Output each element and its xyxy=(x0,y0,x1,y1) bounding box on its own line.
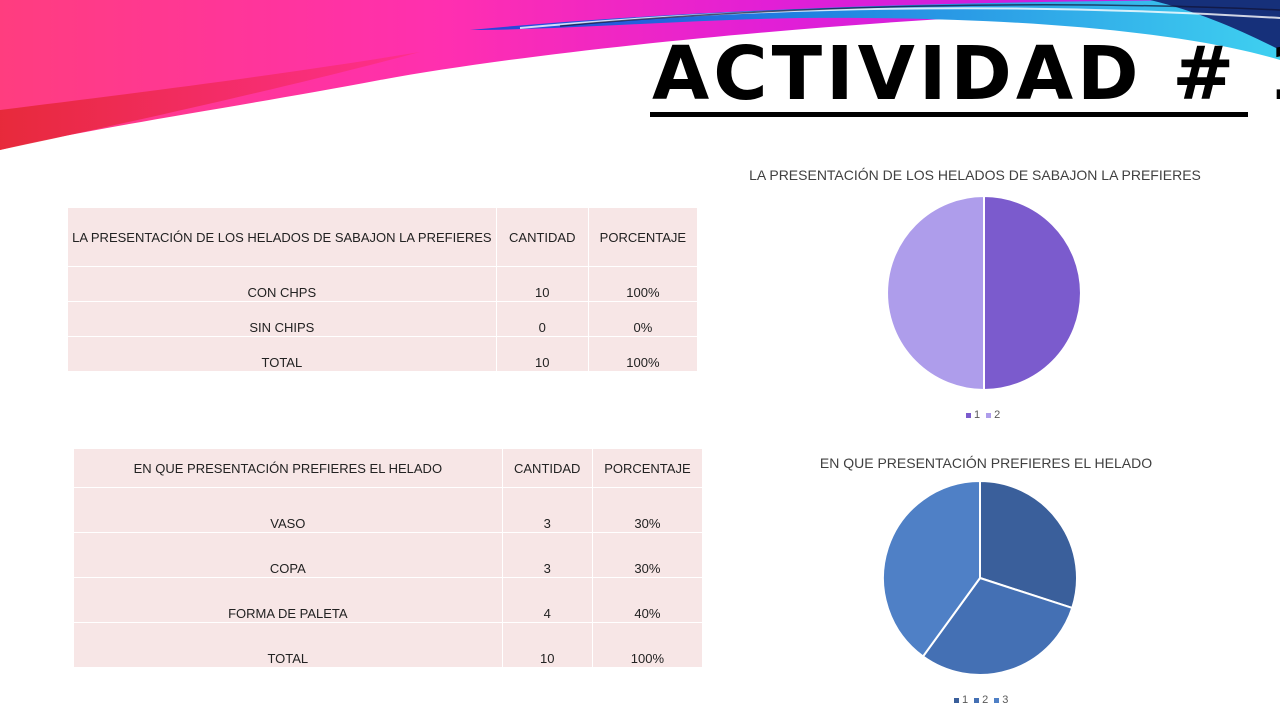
chart-1-title: LA PRESENTACIÓN DE LOS HELADOS DE SABAJO… xyxy=(749,167,1201,183)
chart-2-title: EN QUE PRESENTACIÓN PREFIERES EL HELADO xyxy=(819,455,1153,471)
row-porcentaje: 0% xyxy=(587,301,699,337)
table-sabajon: LA PRESENTACIÓN DE LOS HELADOS DE SABAJO… xyxy=(67,207,699,372)
row-porcentaje: 30% xyxy=(591,532,704,578)
header-cantidad: CANTIDAD xyxy=(501,448,593,488)
row-label: COPA xyxy=(73,532,503,578)
table-row: TOTAL 10 100% xyxy=(67,336,699,372)
row-porcentaje: 30% xyxy=(591,487,704,533)
header-cantidad: CANTIDAD xyxy=(495,207,589,267)
table-header-row: EN QUE PRESENTACIÓN PREFIERES EL HELADO … xyxy=(73,448,704,488)
swoosh-dark-line xyxy=(559,4,1280,27)
row-cantidad: 10 xyxy=(495,336,589,372)
pie-slice-2 xyxy=(921,576,1074,676)
swoosh-white-line xyxy=(519,7,1280,29)
legend-swatch xyxy=(986,412,992,418)
row-label: SIN CHIPS xyxy=(67,301,497,337)
row-cantidad: 3 xyxy=(501,487,593,533)
swoosh-blue xyxy=(470,0,1280,60)
swoosh-red xyxy=(0,52,420,150)
row-porcentaje: 100% xyxy=(587,336,699,372)
legend-item-1: 1 xyxy=(966,409,980,421)
legend-swatch xyxy=(974,697,980,703)
slide-title: ACTIVIDAD # 1 xyxy=(652,31,1280,117)
legend-item-3: 3 xyxy=(994,694,1008,706)
legend-label: 2 xyxy=(982,694,989,706)
pie-chart-sabajon xyxy=(886,194,1082,392)
table-header-row: LA PRESENTACIÓN DE LOS HELADOS DE SABAJO… xyxy=(67,207,699,267)
pie-slice-3 xyxy=(882,479,981,658)
row-cantidad: 3 xyxy=(501,532,593,578)
swoosh-navy xyxy=(1150,0,1280,50)
pie-chart-presentacion xyxy=(882,479,1078,676)
pie-slice-2 xyxy=(886,194,985,392)
row-label: CON CHPS xyxy=(67,266,497,302)
table-row: CON CHPS 10 100% xyxy=(67,266,699,302)
table-row: VASO 3 30% xyxy=(73,487,704,533)
swoosh-magenta xyxy=(0,0,1280,150)
header-question: EN QUE PRESENTACIÓN PREFIERES EL HELADO xyxy=(73,448,503,488)
row-cantidad: 4 xyxy=(501,577,593,623)
legend-label: 3 xyxy=(1002,694,1009,706)
header-porcentaje: PORCENTAJE xyxy=(591,448,704,488)
legend-item-2: 2 xyxy=(986,409,1000,421)
legend-label: 1 xyxy=(962,694,969,706)
table-row: SIN CHIPS 0 0% xyxy=(67,301,699,337)
table-row: COPA 3 30% xyxy=(73,532,704,578)
legend-swatch xyxy=(994,697,1000,703)
legend-label: 2 xyxy=(994,409,1001,421)
row-label: FORMA DE PALETA xyxy=(73,577,503,623)
row-label: TOTAL xyxy=(67,336,497,372)
row-label: TOTAL xyxy=(73,622,503,668)
chart-2-legend: 1 2 3 xyxy=(954,694,1008,706)
row-porcentaje: 100% xyxy=(591,622,704,668)
pie-slice-1 xyxy=(983,194,1082,392)
legend-label: 1 xyxy=(974,409,981,421)
row-porcentaje: 100% xyxy=(587,266,699,302)
header-question: LA PRESENTACIÓN DE LOS HELADOS DE SABAJO… xyxy=(67,207,497,267)
pie-slice-1 xyxy=(979,479,1078,610)
table-row: FORMA DE PALETA 4 40% xyxy=(73,577,704,623)
row-porcentaje: 40% xyxy=(591,577,704,623)
table-row: TOTAL 10 100% xyxy=(73,622,704,668)
header-porcentaje: PORCENTAJE xyxy=(587,207,699,267)
title-underline xyxy=(650,112,1248,117)
legend-item-2: 2 xyxy=(974,694,988,706)
legend-swatch xyxy=(954,697,959,703)
row-label: VASO xyxy=(73,487,503,533)
row-cantidad: 0 xyxy=(495,301,589,337)
slide-decoration xyxy=(0,0,1280,150)
table-presentacion: EN QUE PRESENTACIÓN PREFIERES EL HELADO … xyxy=(73,448,704,668)
legend-item-1: 1 xyxy=(954,694,968,706)
row-cantidad: 10 xyxy=(501,622,593,668)
row-cantidad: 10 xyxy=(495,266,589,302)
legend-swatch xyxy=(966,412,971,418)
